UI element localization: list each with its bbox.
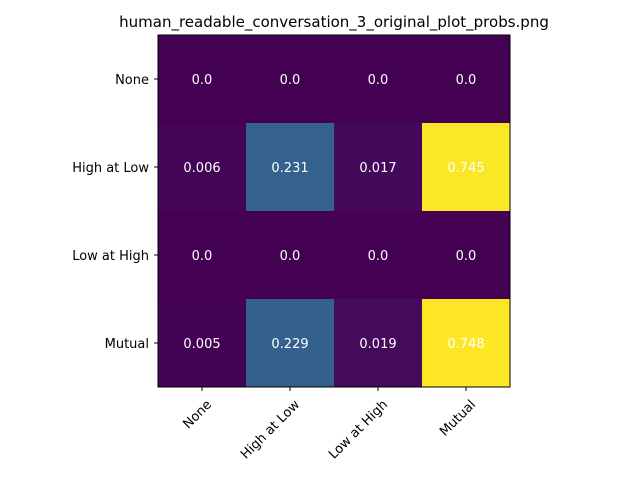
cell-value-label: 0.0 bbox=[368, 73, 389, 88]
cell-value-label: 0.005 bbox=[183, 337, 220, 352]
heatmap-cell bbox=[158, 299, 247, 388]
cell-value-label: 0.019 bbox=[359, 337, 396, 352]
heatmap-value-labels: 0.0 0.0 0.0 0.0 0.006 0.231 0.017 0.745 0.0 0.0 0.… bbox=[183, 73, 484, 352]
heatmap-cell bbox=[158, 211, 247, 300]
cell-value-label: 0.748 bbox=[447, 337, 484, 352]
chart-title: human_readable_conversation_3_original_p… bbox=[119, 13, 549, 32]
cell-value-label: 0.0 bbox=[456, 249, 477, 264]
x-tick-label: None bbox=[180, 397, 215, 432]
cell-value-label: 0.0 bbox=[456, 73, 477, 88]
cell-value-label: 0.0 bbox=[280, 249, 301, 264]
heatmap-cell bbox=[246, 299, 335, 388]
cell-value-label: 0.0 bbox=[192, 249, 213, 264]
cell-value-label: 0.229 bbox=[271, 337, 308, 352]
heatmap-cell bbox=[246, 123, 335, 212]
y-tick-label: None bbox=[115, 73, 149, 88]
cell-value-label: 0.0 bbox=[192, 73, 213, 88]
y-tick-label: Low at High bbox=[72, 249, 149, 264]
cell-value-label: 0.017 bbox=[359, 161, 396, 176]
heatmap-cell bbox=[158, 35, 247, 124]
x-tick-label: Mutual bbox=[437, 397, 479, 439]
cell-value-label: 0.231 bbox=[271, 161, 308, 176]
cell-value-label: 0.0 bbox=[368, 249, 389, 264]
cell-value-label: 0.006 bbox=[183, 161, 220, 176]
heatmap-cell bbox=[422, 35, 511, 124]
cell-value-label: 0.745 bbox=[447, 161, 484, 176]
heatmap-cell bbox=[334, 299, 423, 388]
x-tick-label: High at Low bbox=[238, 397, 303, 462]
heatmap-cell bbox=[246, 35, 335, 124]
x-tick-label: Low at High bbox=[326, 397, 391, 462]
y-tick-label: Mutual bbox=[105, 337, 149, 352]
heatmap-cell bbox=[422, 299, 511, 388]
heatmap-cells bbox=[158, 35, 511, 388]
heatmap-cell bbox=[334, 35, 423, 124]
plot-frame bbox=[157, 34, 511, 388]
heatmap-cell bbox=[158, 123, 247, 212]
heatmap-cell bbox=[334, 211, 423, 300]
heatmap-cell bbox=[422, 123, 511, 212]
heatmap-cell bbox=[422, 211, 511, 300]
cell-value-label: 0.0 bbox=[280, 73, 301, 88]
heatmap-cell bbox=[246, 211, 335, 300]
heatmap-cell bbox=[334, 123, 423, 212]
y-tick-label: High at Low bbox=[72, 161, 149, 176]
